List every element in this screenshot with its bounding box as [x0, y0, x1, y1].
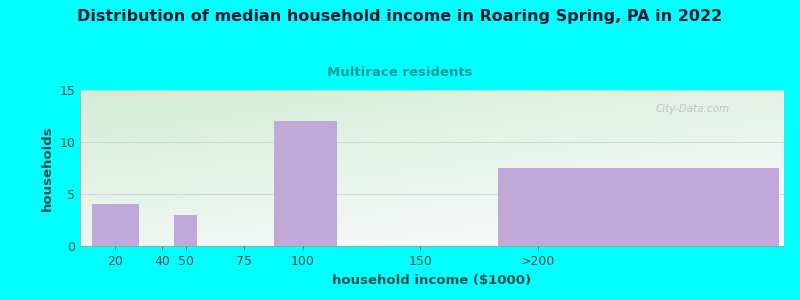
Bar	[498, 168, 779, 246]
Bar	[274, 121, 337, 246]
Text: Distribution of median household income in Roaring Spring, PA in 2022: Distribution of median household income …	[78, 9, 722, 24]
Bar	[92, 204, 138, 246]
Text: Multirace residents: Multirace residents	[327, 66, 473, 79]
Bar	[174, 215, 198, 246]
Y-axis label: households: households	[41, 125, 54, 211]
Text: City-Data.com: City-Data.com	[655, 104, 730, 114]
X-axis label: household income ($1000): household income ($1000)	[333, 274, 531, 286]
